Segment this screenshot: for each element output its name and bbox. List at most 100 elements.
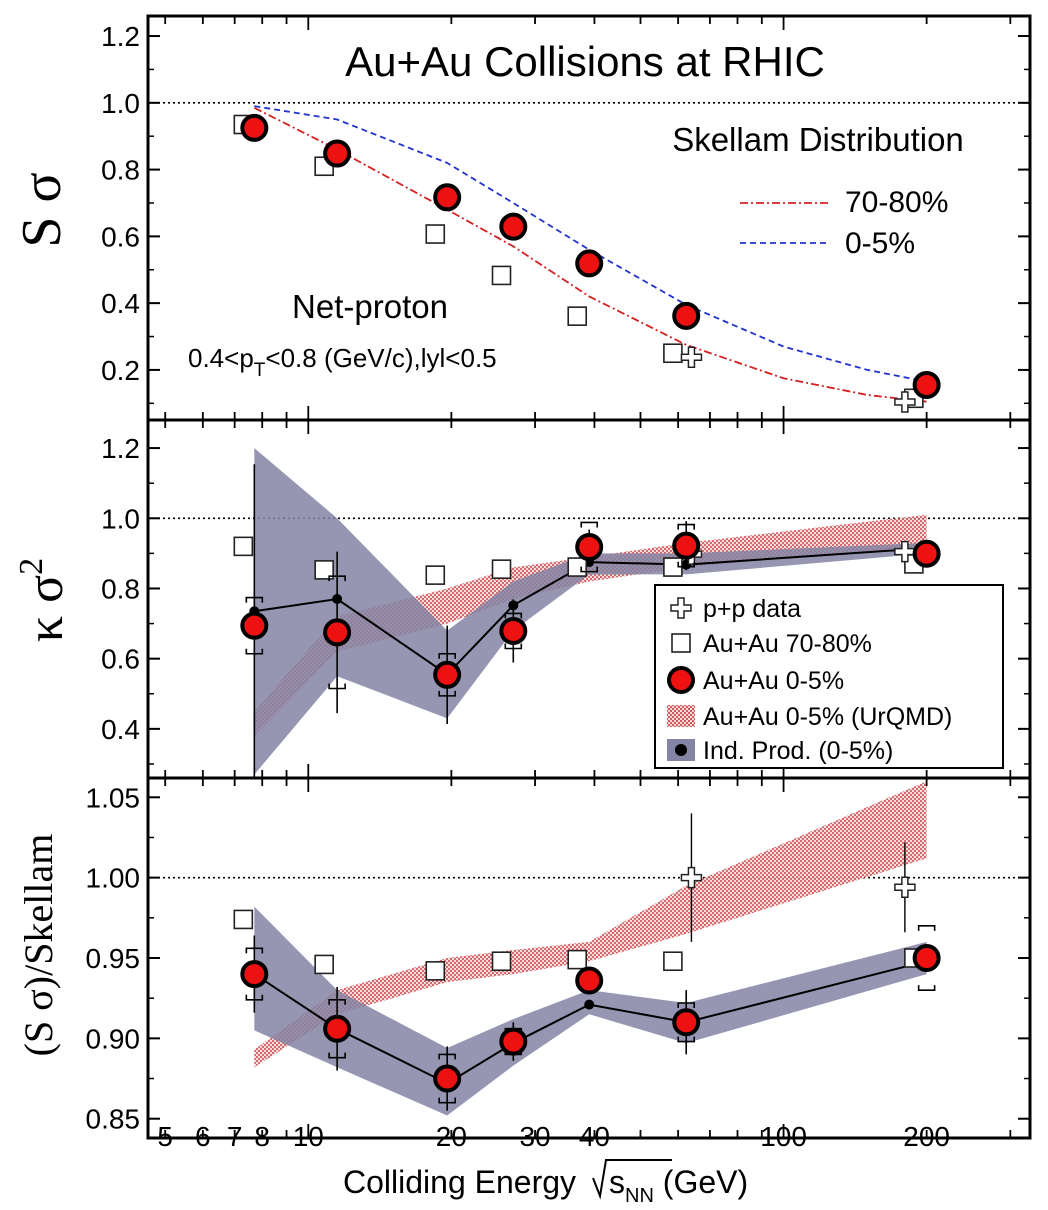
sqrt-symbol <box>592 1159 672 1200</box>
skellam-title: Skellam Distribution <box>672 121 964 158</box>
panel-S-sigma-over-Skellam: 0.85 0.90 0.95 1.00 1.05 <box>86 776 1032 1140</box>
sys-error-bracket <box>438 652 456 697</box>
skellam-curve-70-80% <box>253 107 927 403</box>
y-tick-label: 0.4 <box>101 288 140 319</box>
point-70-80 <box>314 560 334 580</box>
y-tick-label: 1.2 <box>101 433 140 464</box>
point-pp <box>894 876 916 899</box>
point-pp <box>894 391 916 413</box>
y-tick-label: 0.95 <box>86 943 141 974</box>
sys-error-bracket <box>677 523 696 568</box>
panel-S-sigma: 0.2 0.4 0.6 0.8 1.0 1.2 <box>101 14 1032 422</box>
y-tick-label: 0.6 <box>101 644 140 675</box>
point-70-80 <box>425 565 446 585</box>
y-tick-label: 0.8 <box>101 155 140 186</box>
point-0-5 <box>240 611 269 640</box>
x-tick-label: 40 <box>579 1121 610 1152</box>
point-0-5 <box>912 944 941 972</box>
point-70-80 <box>233 536 254 557</box>
point-0-5 <box>499 212 528 241</box>
legend-label-70-80: 70-80% <box>845 186 948 219</box>
point-70-80 <box>567 306 588 326</box>
y-tick-label: 0.6 <box>101 221 140 252</box>
ind-prod-point <box>584 999 595 1010</box>
point-0-5 <box>575 249 604 278</box>
legend-label: Au+Au 0-5% <box>703 667 844 695</box>
y-tick-label: 0.8 <box>101 573 140 604</box>
x-axis-label: Colliding Energy sNN (GeV) <box>343 1159 748 1207</box>
plot-area <box>148 448 1030 778</box>
y-tick-label: 1.0 <box>101 503 140 534</box>
point-70-80 <box>567 557 588 577</box>
point-70-80 <box>425 961 446 981</box>
point-pp <box>680 346 703 368</box>
point-0-5 <box>575 966 604 995</box>
sys-error-bracket <box>328 998 346 1059</box>
y-tick-label: 1.05 <box>86 782 141 813</box>
x-tick-label: 10 <box>293 1121 324 1152</box>
sys-error-bracket <box>917 925 936 991</box>
point-70-80 <box>233 909 254 930</box>
plot-area <box>148 781 1030 1116</box>
sys-error-bracket <box>245 596 264 655</box>
band-ind-prod-0-5- <box>254 906 927 1116</box>
point-70-80 <box>491 265 512 286</box>
point-pp <box>894 540 916 563</box>
y-label-skewness: S σ <box>11 172 73 247</box>
point-70-80 <box>663 951 683 972</box>
band-ind-prod-0-5- <box>254 448 927 775</box>
sys-error-bracket <box>580 521 599 573</box>
x-tick-label: 7 <box>227 1121 243 1152</box>
point-70-80 <box>663 343 683 364</box>
point-0-5 <box>499 1027 528 1056</box>
y-tick-label: 0.85 <box>86 1104 141 1135</box>
point-0-5 <box>240 113 269 142</box>
y-tick-label: 0.2 <box>101 355 140 386</box>
sys-error-bracket <box>328 575 346 690</box>
legend-label: Au+Au 0-5% (UrQMD) <box>703 703 952 731</box>
point-0-5 <box>323 139 352 168</box>
point-0-5 <box>433 183 462 212</box>
legend: p+p data Au+Au 70-80% Au+Au 0-5% Au+Au 0-5%… <box>654 584 1004 769</box>
legend-label-0-5: 0-5% <box>845 227 915 260</box>
point-0-5 <box>912 370 941 399</box>
x-tick-label: 20 <box>436 1121 467 1152</box>
point-0-5 <box>672 531 701 560</box>
legend-symbol-0-5 <box>667 666 695 694</box>
x-tick-label: 5 <box>157 1121 173 1152</box>
point-0-5 <box>575 533 604 562</box>
y-tick-label: 1.00 <box>86 863 141 894</box>
kinematic-cut-label: 0.4<pT<0.8 (GeV/c),lyl<0.5 <box>188 343 497 381</box>
y-tick-label: 0.4 <box>101 714 140 745</box>
sys-error-bracket <box>438 1053 456 1104</box>
y-tick-label: 1.2 <box>101 21 140 52</box>
x-tick-label: 200 <box>903 1121 950 1152</box>
legend-label: Ind. Prod. (0-5%) <box>703 737 893 765</box>
point-0-5 <box>499 616 528 645</box>
point-0-5 <box>433 660 462 689</box>
x-tick-label: 8 <box>254 1121 270 1152</box>
point-0-5 <box>240 960 269 989</box>
point-pp <box>680 866 703 889</box>
legend-symbol-70-80 <box>671 633 691 653</box>
sys-error-bracket <box>504 612 523 650</box>
sys-error-bracket <box>245 947 264 1001</box>
point-0-5 <box>323 1014 352 1043</box>
point-70-80 <box>491 559 512 579</box>
y-label-ratio: (S σ)/Skellam <box>16 834 61 1057</box>
legend-symbol-pp <box>670 597 692 619</box>
legend-symbol-ind-prod-dot <box>675 744 687 756</box>
legend-box <box>654 584 1004 769</box>
point-0-5 <box>672 301 701 330</box>
y-tick-label: 1.0 <box>101 88 140 119</box>
x-tick-label: 100 <box>760 1121 807 1152</box>
point-0-5 <box>912 539 941 568</box>
point-70-80 <box>567 949 588 970</box>
y-tick-label: 0.90 <box>86 1023 141 1054</box>
skellam-curve-0-5% <box>254 105 927 383</box>
point-0-5 <box>323 618 352 647</box>
point-0-5 <box>433 1064 462 1093</box>
legend-symbol-urqmd <box>667 705 695 727</box>
x-tick-label: 6 <box>195 1121 211 1152</box>
